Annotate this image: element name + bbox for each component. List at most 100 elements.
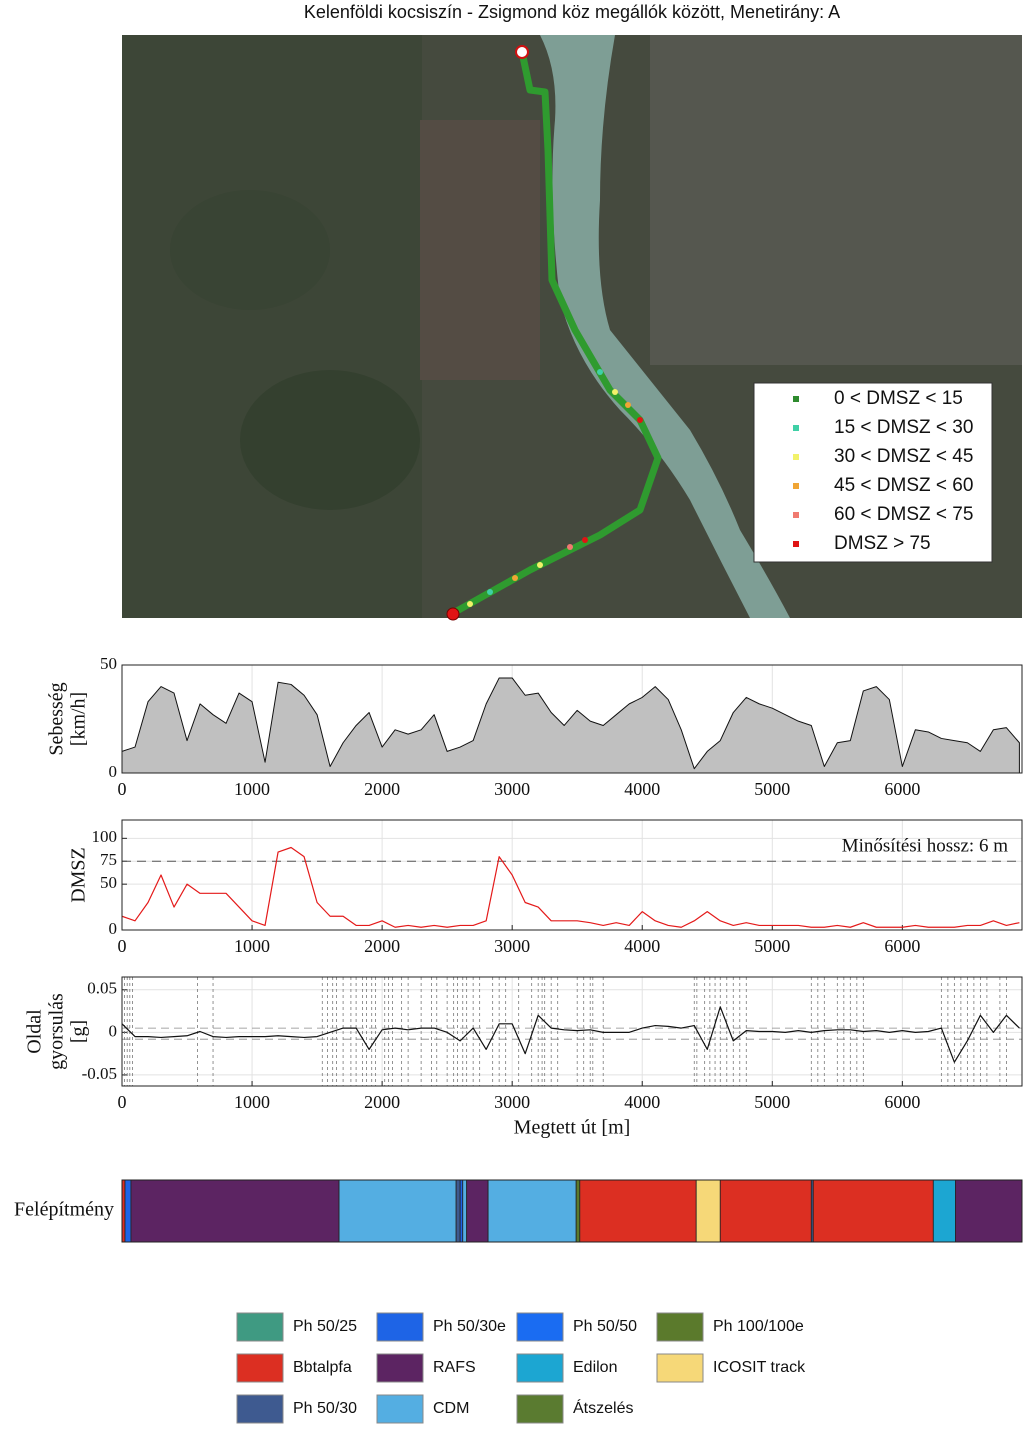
x-tick-label: 5000	[754, 936, 790, 956]
legend-label: Ph 100/100e	[713, 1318, 804, 1335]
track-segment	[812, 1179, 934, 1243]
y-tick-label: -0.05	[82, 1064, 117, 1083]
route-dot	[597, 369, 603, 375]
map-legend-label: 60 < DMSZ < 75	[834, 504, 973, 525]
legend-label: Átszelés	[573, 1398, 633, 1417]
x-tick-label: 5000	[754, 779, 790, 799]
track-segment	[462, 1179, 468, 1243]
y-tick-label: 50	[100, 654, 117, 673]
map-forest	[170, 190, 330, 310]
map-legend-label: 15 < DMSZ < 30	[834, 417, 973, 438]
y-tick-label: 75	[100, 850, 117, 869]
route-end	[446, 607, 460, 621]
x-tick-label: 4000	[624, 936, 660, 956]
x-tick-label: 4000	[624, 1092, 660, 1112]
legend-label: CDM	[433, 1400, 469, 1417]
track-segment	[932, 1179, 956, 1243]
track-segment	[487, 1179, 577, 1243]
route-dot	[537, 562, 543, 568]
legend-swatch	[516, 1353, 564, 1383]
y-tick-label: 0	[109, 919, 118, 938]
route-dot	[637, 417, 643, 423]
track-segment	[455, 1179, 461, 1243]
map-city	[420, 120, 540, 380]
track-segment	[719, 1179, 812, 1243]
x-tick-label: 6000	[884, 779, 920, 799]
track-segment	[466, 1179, 489, 1243]
river	[540, 35, 790, 618]
route-dot	[487, 589, 493, 595]
legend-swatch	[236, 1353, 284, 1383]
legend-label: Bbtalpfa	[293, 1359, 352, 1376]
legend-label: ICOSIT track	[713, 1359, 806, 1376]
map-forest	[240, 370, 420, 510]
route-dot	[512, 575, 518, 581]
map-background	[122, 35, 1022, 621]
data-line	[121, 1006, 1020, 1063]
track-segment	[955, 1179, 1023, 1243]
map-legend-marker	[793, 425, 799, 431]
figure-title: Kelenföldi kocsiszín - Zsigmond köz megá…	[304, 2, 840, 22]
y-axis-label: [g]	[68, 1020, 90, 1043]
map-legend-label: 0 < DMSZ < 15	[834, 388, 963, 409]
legend-swatch	[376, 1312, 424, 1342]
y-tick-label: 0.05	[87, 979, 117, 998]
legend-swatch	[376, 1394, 424, 1424]
route	[453, 51, 662, 616]
x-axis-label: Megtett út [m]	[514, 1117, 631, 1139]
legend-label: Ph 50/30	[293, 1400, 357, 1417]
speed-area	[121, 677, 1020, 774]
map-legend-marker	[793, 396, 799, 402]
route-dot	[625, 402, 631, 408]
legend-label: Ph 50/25	[293, 1318, 357, 1335]
track-segment	[695, 1179, 721, 1243]
x-tick-label: 3000	[494, 1092, 530, 1112]
x-tick-label: 6000	[884, 936, 920, 956]
x-tick-label: 1000	[234, 779, 270, 799]
x-tick-label: 6000	[884, 1092, 920, 1112]
y-axis-label: Sebesség	[46, 682, 68, 755]
plot-frame	[121, 819, 1023, 931]
track-segment	[338, 1179, 457, 1243]
map-legend-label: 45 < DMSZ < 60	[834, 475, 973, 496]
map-legend-marker	[793, 454, 799, 460]
annotation: Minősítési hossz: 6 m	[842, 835, 1008, 856]
track-segment	[130, 1179, 340, 1243]
x-tick-label: 5000	[754, 1092, 790, 1112]
route-dot	[582, 537, 588, 543]
route-dot	[467, 601, 473, 607]
x-tick-label: 4000	[624, 779, 660, 799]
legend-swatch	[516, 1394, 564, 1424]
legend-label: Ph 50/30e	[433, 1318, 506, 1335]
track-label: Felépítmény	[14, 1199, 114, 1221]
x-tick-label: 2000	[364, 936, 400, 956]
x-tick-label: 0	[118, 936, 127, 956]
x-tick-label: 3000	[494, 936, 530, 956]
y-tick-label: 50	[100, 873, 117, 892]
map-legend-box	[753, 382, 993, 563]
x-tick-label: 1000	[234, 1092, 270, 1112]
legend-swatch	[376, 1353, 424, 1383]
map-city	[650, 35, 1022, 365]
track-segment	[124, 1179, 132, 1243]
map-legend-marker	[793, 541, 799, 547]
legend-swatch	[236, 1394, 284, 1424]
y-axis-label: Oldal	[24, 1009, 46, 1054]
legend-swatch	[236, 1312, 284, 1342]
map-legend-label: DMSZ > 75	[834, 533, 931, 554]
y-axis-label: [km/h]	[68, 692, 90, 746]
x-tick-label: 2000	[364, 1092, 400, 1112]
map-legend-marker	[793, 483, 799, 489]
plot-frame	[121, 664, 1023, 774]
x-tick-label: 1000	[234, 936, 270, 956]
track-segment	[579, 1179, 697, 1243]
x-tick-label: 2000	[364, 779, 400, 799]
route-dot	[567, 544, 573, 550]
legend-swatch	[516, 1312, 564, 1342]
route-quality-dots	[467, 369, 643, 607]
legend-swatch	[656, 1353, 704, 1383]
legend-label: RAFS	[433, 1359, 476, 1376]
track-segment	[575, 1179, 581, 1243]
